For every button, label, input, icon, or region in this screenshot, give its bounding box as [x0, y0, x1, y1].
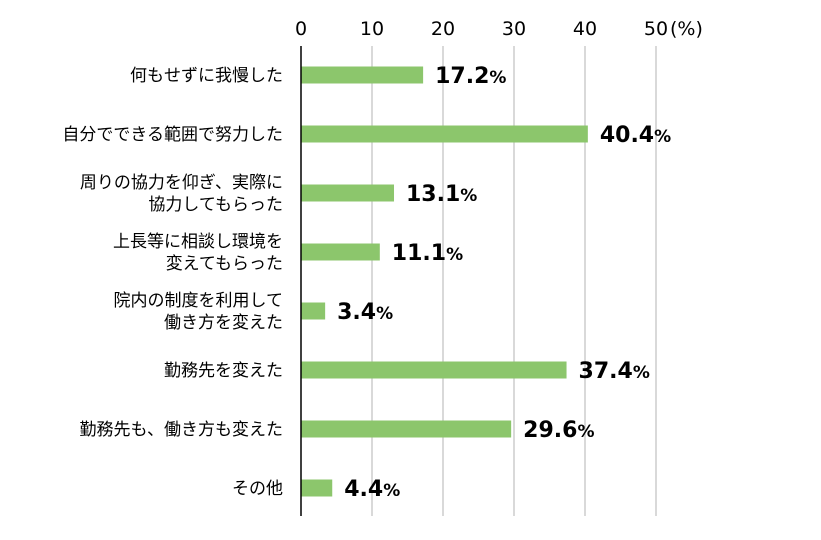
value-label-3: 13.1% [406, 182, 477, 207]
bar-8 [301, 479, 333, 497]
value-suffix-5: % [376, 304, 393, 324]
value-label-5: 3.4% [337, 300, 393, 325]
value-number-4: 11.1 [392, 241, 446, 266]
value-label-1: 17.2% [435, 64, 506, 89]
value-number-7: 29.6 [523, 418, 577, 443]
bar-1 [301, 66, 424, 84]
value-label-8: 4.4% [344, 477, 400, 502]
x-tick-label-10: 10 [360, 18, 384, 40]
x-axis-ticks: 0 10 20 30 40 50 (%) [295, 18, 703, 40]
x-tick-label-0: 0 [295, 18, 307, 40]
bar-4 [301, 243, 380, 261]
value-number-5: 3.4 [337, 300, 376, 325]
x-tick-label-20: 20 [431, 18, 455, 40]
category-label-2: 自分でできる範囲で努力した [62, 125, 283, 145]
value-suffix-6: % [633, 363, 650, 383]
x-tick-label-50: 50 [644, 18, 668, 40]
x-axis-unit-label: (%) [670, 18, 703, 40]
x-tick-label-30: 30 [502, 18, 526, 40]
bar-3 [301, 184, 395, 202]
value-labels: 17.2%40.4%13.1%11.1%3.4%37.4%29.6%4.4% [337, 64, 671, 502]
value-number-8: 4.4 [344, 477, 383, 502]
category-label-8: その他 [232, 479, 283, 499]
value-suffix-4: % [446, 245, 463, 265]
value-number-2: 40.4 [600, 123, 654, 148]
x-tick-label-40: 40 [573, 18, 597, 40]
bar-6 [301, 361, 567, 379]
value-suffix-2: % [654, 127, 671, 147]
value-label-7: 29.6% [523, 418, 594, 443]
category-label-5-line-2: 働き方を変えた [164, 313, 283, 333]
value-label-6: 37.4% [579, 359, 650, 384]
value-suffix-8: % [383, 481, 400, 501]
value-suffix-1: % [489, 68, 506, 88]
category-label-4-line-1: 上長等に相談し環境を [113, 232, 283, 252]
value-label-4: 11.1% [392, 241, 463, 266]
gridlines [371, 46, 657, 516]
category-label-5-line-1: 院内の制度を利用して [114, 291, 284, 311]
category-label-3-line-1: 周りの協力を仰ぎ、実際に [80, 173, 283, 193]
value-suffix-3: % [460, 186, 477, 206]
category-label-3-line-2: 協力してもらった [148, 195, 283, 215]
bar-5 [301, 302, 326, 320]
value-label-2: 40.4% [600, 123, 671, 148]
value-number-1: 17.2 [435, 64, 489, 89]
value-number-3: 13.1 [406, 182, 460, 207]
category-label-1: 何もせずに我慢した [130, 65, 283, 86]
bar-2 [301, 125, 588, 143]
value-number-6: 37.4 [579, 359, 633, 384]
category-labels: 何もせずに我慢した自分でできる範囲で努力した周りの協力を仰ぎ、実際に協力してもら… [62, 65, 283, 499]
category-label-4-line-2: 変えてもらった [166, 254, 283, 274]
category-label-7: 勤務先も、働き方も変えた [80, 420, 284, 440]
bars [301, 66, 588, 497]
value-suffix-7: % [577, 422, 594, 442]
bar-7 [301, 420, 512, 438]
category-label-6: 勤務先を変えた [164, 361, 283, 381]
